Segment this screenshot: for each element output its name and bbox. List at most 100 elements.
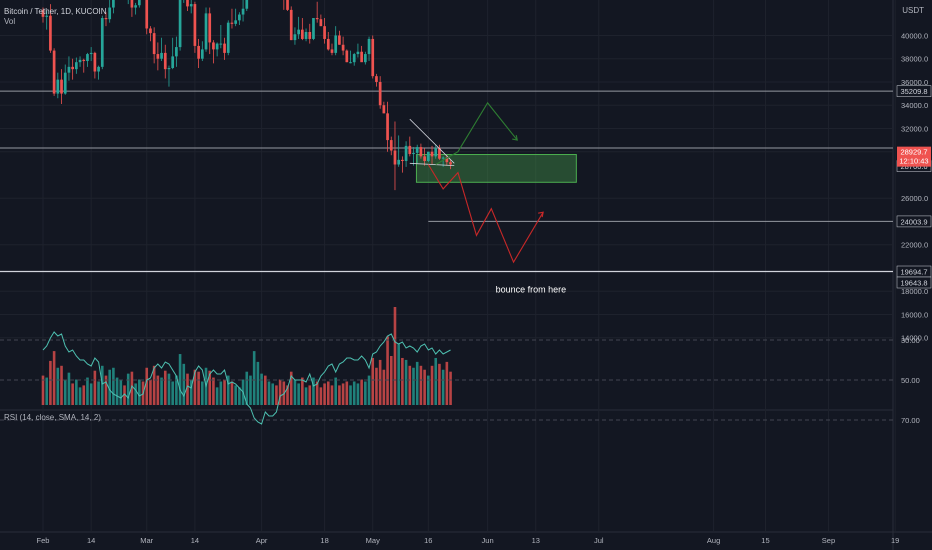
candle-body [367, 38, 371, 55]
rsi-line [42, 331, 451, 425]
level-tag-box [896, 215, 932, 228]
volume-bar [401, 357, 404, 405]
candle-body [301, 29, 304, 39]
candle-body [304, 31, 308, 39]
candle [283, 0, 285, 10]
volume-bar [167, 373, 171, 405]
candle [312, 18, 315, 41]
candle [234, 8, 238, 27]
candle [308, 23, 312, 44]
candle-body [163, 52, 167, 70]
candle [426, 151, 430, 163]
candle-body [71, 66, 74, 70]
volume-bar [119, 379, 123, 405]
volume-bar [41, 375, 45, 405]
volume-bar [52, 351, 56, 405]
candle-body [108, 7, 112, 20]
volume-bar [323, 383, 326, 405]
price-tick-label: 32000.0 [901, 124, 928, 133]
price-tick-label: 26000.0 [901, 194, 928, 203]
candle-body [137, 0, 141, 6]
candle-body [112, 0, 115, 8]
wedge-lower-line [409, 162, 455, 167]
candle-body [226, 22, 230, 53]
candle-body [363, 54, 367, 63]
volume-bar [189, 379, 193, 405]
candle [345, 49, 349, 63]
price-tick-label: 36000.0 [901, 78, 928, 87]
candle-body [415, 147, 419, 153]
rsi-label[interactable]: RSI (14, close, SMA, 14, 2) [4, 413, 101, 422]
volume-bar [193, 369, 197, 405]
volume-bar [367, 375, 371, 405]
volume-bar [215, 387, 219, 405]
volume-bar [308, 385, 312, 405]
volume-bar [63, 380, 67, 405]
candle-body [63, 72, 67, 94]
wedge-upper-line [409, 118, 455, 164]
candle [423, 148, 426, 166]
candle [323, 18, 326, 44]
candle [60, 69, 63, 105]
volume-bar [89, 383, 93, 405]
volume-bar [145, 367, 149, 405]
candle-body [178, 0, 182, 48]
candle-body [208, 13, 212, 43]
volume-bar [123, 385, 126, 405]
candle [215, 42, 219, 57]
candle [89, 47, 93, 62]
candle [386, 101, 389, 152]
candle-body [49, 15, 52, 51]
currency-label[interactable]: USDT [902, 6, 924, 15]
volume-bar [360, 379, 363, 405]
candle-body [215, 43, 219, 50]
candle-body [41, 9, 45, 17]
candle-body [308, 31, 312, 39]
candle-body [371, 38, 375, 77]
volume-bar [278, 379, 282, 405]
candle-body [323, 26, 326, 39]
rsi-tick-label: 50.00 [901, 376, 920, 385]
volume-bar [334, 377, 337, 405]
volume-bar [449, 371, 452, 405]
price-tick-label: 34000.0 [901, 101, 928, 110]
candle-body [160, 52, 163, 59]
candle [360, 45, 363, 63]
symbol-title[interactable]: Bitcoin / Tether, 1D, KUCOIN [4, 7, 107, 16]
time-tick-label: May [366, 536, 380, 545]
volume-bar [86, 377, 89, 405]
candle [127, 0, 129, 5]
candle [304, 28, 308, 42]
candle-body [45, 15, 49, 17]
candle-body [97, 66, 100, 72]
volume-bar [412, 367, 415, 405]
time-tick-label: Feb [37, 536, 50, 545]
candle [130, 0, 134, 17]
candle [104, 12, 108, 27]
candle-body [438, 148, 441, 159]
candle [212, 40, 215, 64]
candle [200, 41, 204, 62]
volume-bar [234, 385, 237, 405]
candle-body [89, 52, 93, 55]
candle-body [234, 20, 238, 24]
projection-up-path [435, 101, 518, 165]
candle [41, 7, 45, 23]
volume-bar [315, 381, 319, 405]
candle-body [241, 8, 245, 15]
volume-bar [134, 383, 137, 405]
volume-bar [352, 381, 356, 405]
candle-body [441, 157, 445, 159]
candle-body [419, 147, 423, 157]
candle-body [186, 0, 189, 7]
volume-bar [126, 373, 130, 405]
volume-bar [397, 344, 400, 405]
volume-bar [97, 381, 100, 405]
candle [438, 144, 441, 160]
candle [330, 43, 334, 56]
candle [100, 15, 104, 70]
candle-body [238, 14, 241, 21]
volume-bar [304, 387, 308, 405]
candle [183, 0, 185, 3]
